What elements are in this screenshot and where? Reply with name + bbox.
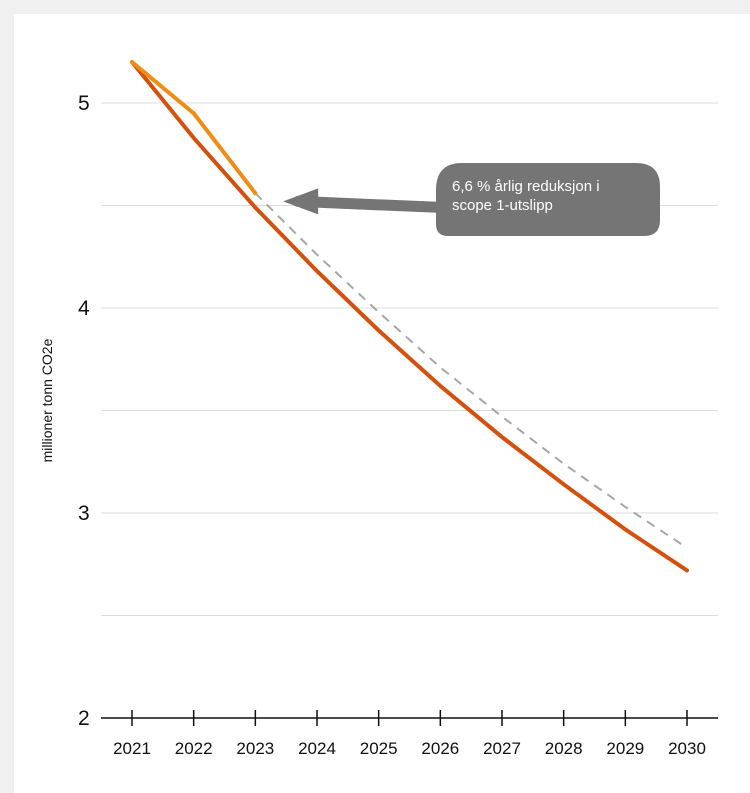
y-axis-label: millioner tonn CO2e [39,338,55,462]
series-line-dashed-projection [254,192,688,549]
callout-box [436,163,660,236]
series-line-trajectory [130,60,689,573]
series-lines [130,60,689,573]
x-tick-label: 2025 [360,739,398,758]
x-axis [101,710,718,726]
axis-labels: 2 3 4 5 millioner tonn CO2e 2021 2022 2023 2024 2… [39,92,706,758]
callout-arrow-head [283,188,319,215]
chart-card [14,14,750,793]
x-tick-label: 2026 [421,739,459,758]
x-tick-label: 2027 [483,739,521,758]
x-tick-label: 2029 [606,739,644,758]
series-line-actual [130,60,258,196]
callout-arrow-shaft [292,195,446,213]
x-tick-label: 2024 [298,739,336,758]
x-tick-label: 2030 [668,739,706,758]
y-tick-label: 5 [78,92,90,115]
x-tick-label: 2023 [236,739,274,758]
x-tick-label: 2028 [545,739,583,758]
annotation-callout: 6,6 % årlig reduksjon i scope 1-utslipp [283,163,660,236]
y-tick-label: 4 [78,297,90,320]
callout-text-line: scope 1-utslipp [452,197,553,214]
callout-text-line: 6,6 % årlig reduksjon i [452,178,600,195]
y-tick-label: 3 [78,502,90,525]
y-tick-label: 2 [78,707,90,730]
x-tick-label: 2021 [113,739,151,758]
x-tick-label: 2022 [175,739,213,758]
